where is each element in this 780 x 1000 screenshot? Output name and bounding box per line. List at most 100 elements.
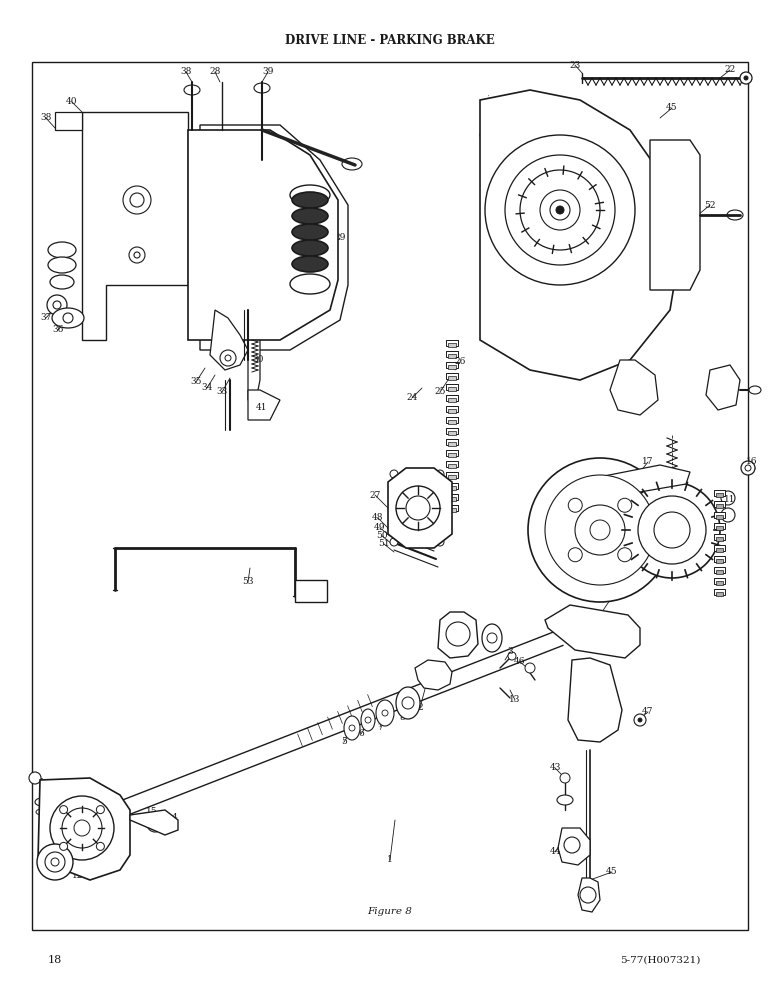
Ellipse shape xyxy=(480,130,496,140)
Ellipse shape xyxy=(344,716,360,740)
Text: 24: 24 xyxy=(406,393,417,402)
Ellipse shape xyxy=(292,224,328,240)
Circle shape xyxy=(498,145,508,155)
Ellipse shape xyxy=(50,275,74,289)
Text: 26: 26 xyxy=(454,358,466,366)
Text: 5: 5 xyxy=(341,738,347,746)
Text: 1: 1 xyxy=(387,856,393,864)
Bar xyxy=(448,365,456,369)
Circle shape xyxy=(436,470,444,478)
Polygon shape xyxy=(650,140,700,290)
Circle shape xyxy=(638,496,706,564)
Bar xyxy=(448,453,456,457)
Circle shape xyxy=(63,313,73,323)
Bar xyxy=(716,493,723,497)
Bar xyxy=(448,420,456,424)
Bar xyxy=(448,398,456,402)
Circle shape xyxy=(436,538,444,546)
Circle shape xyxy=(134,252,140,258)
Text: 22: 22 xyxy=(725,66,736,75)
Bar xyxy=(446,340,458,346)
Text: 41: 41 xyxy=(257,403,268,412)
Circle shape xyxy=(575,625,595,645)
Ellipse shape xyxy=(292,256,328,272)
Bar xyxy=(446,395,458,401)
Bar xyxy=(448,508,456,512)
Bar xyxy=(448,387,456,391)
Text: 50: 50 xyxy=(376,532,388,540)
Bar xyxy=(295,580,327,602)
Circle shape xyxy=(745,465,751,471)
Bar xyxy=(446,373,458,379)
Polygon shape xyxy=(558,828,590,865)
Circle shape xyxy=(396,486,440,530)
Bar xyxy=(714,534,725,540)
Circle shape xyxy=(638,718,642,722)
Polygon shape xyxy=(388,468,452,548)
Bar xyxy=(446,428,458,434)
Ellipse shape xyxy=(376,700,394,726)
Ellipse shape xyxy=(292,192,328,208)
Circle shape xyxy=(660,207,676,223)
Polygon shape xyxy=(248,170,260,400)
Circle shape xyxy=(147,816,163,832)
Text: 36: 36 xyxy=(52,326,64,334)
Text: 9: 9 xyxy=(607,595,613,604)
Bar xyxy=(448,475,456,479)
Circle shape xyxy=(123,186,151,214)
Text: 30: 30 xyxy=(252,356,264,364)
Ellipse shape xyxy=(290,185,330,205)
Ellipse shape xyxy=(52,308,84,328)
Text: DRIVE LINE - PARKING BRAKE: DRIVE LINE - PARKING BRAKE xyxy=(285,33,495,46)
Circle shape xyxy=(230,218,254,242)
Circle shape xyxy=(505,155,615,265)
Text: 21: 21 xyxy=(642,377,654,386)
Text: 51: 51 xyxy=(378,540,390,548)
Circle shape xyxy=(634,714,646,726)
Circle shape xyxy=(97,806,105,814)
Ellipse shape xyxy=(48,257,76,273)
Polygon shape xyxy=(590,465,690,496)
Text: 49: 49 xyxy=(374,524,386,532)
Text: 47: 47 xyxy=(642,708,654,716)
Text: 11: 11 xyxy=(725,495,736,504)
Bar xyxy=(448,442,456,446)
Circle shape xyxy=(390,538,398,546)
Polygon shape xyxy=(480,90,680,380)
Circle shape xyxy=(37,844,73,880)
Text: 2: 2 xyxy=(417,704,423,712)
Text: 34: 34 xyxy=(201,383,213,392)
Polygon shape xyxy=(545,605,640,658)
Circle shape xyxy=(630,382,646,398)
Circle shape xyxy=(47,295,67,315)
Ellipse shape xyxy=(749,386,761,394)
Circle shape xyxy=(426,666,442,682)
Text: 21: 21 xyxy=(491,133,502,142)
Polygon shape xyxy=(415,660,452,690)
Bar xyxy=(716,559,723,563)
Circle shape xyxy=(654,512,690,548)
Text: 39: 39 xyxy=(262,68,274,77)
Circle shape xyxy=(508,652,516,660)
Text: 42: 42 xyxy=(564,613,576,622)
Circle shape xyxy=(481,141,495,155)
Circle shape xyxy=(528,458,672,602)
Text: 45: 45 xyxy=(666,104,678,112)
Bar xyxy=(446,483,458,489)
Ellipse shape xyxy=(290,274,330,294)
Bar xyxy=(714,523,725,529)
Circle shape xyxy=(618,548,632,562)
Text: 35: 35 xyxy=(190,377,202,386)
Bar xyxy=(446,406,458,412)
Text: 27: 27 xyxy=(369,490,381,499)
Bar xyxy=(446,362,458,368)
Text: 14: 14 xyxy=(454,620,466,630)
Circle shape xyxy=(485,145,491,151)
Circle shape xyxy=(233,283,257,307)
Circle shape xyxy=(382,710,388,716)
Text: 17: 17 xyxy=(642,458,654,466)
Bar xyxy=(448,354,456,358)
Circle shape xyxy=(721,491,735,505)
Bar xyxy=(448,464,456,468)
Ellipse shape xyxy=(35,798,49,806)
